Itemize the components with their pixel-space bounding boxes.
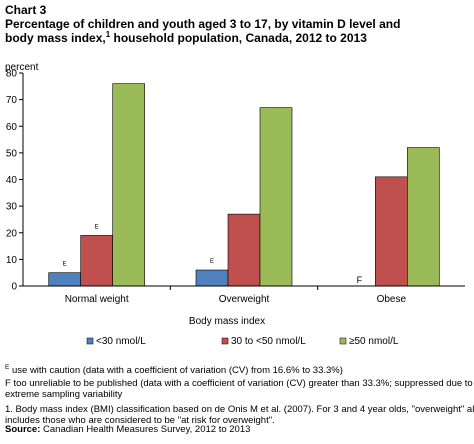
footnote-1-marker: 1 — [105, 30, 111, 39]
bar-flag-label: E — [95, 224, 99, 230]
chart-title-line-2-end: household population, Canada, 2012 to 20… — [110, 31, 367, 45]
y-tick-label: 60 — [6, 122, 18, 133]
y-tick-label: 50 — [6, 148, 18, 159]
chart-title-line-2: body mass index,1 household population, … — [5, 30, 367, 45]
bar — [80, 235, 113, 287]
chart-number-label: Chart 3 — [5, 3, 47, 17]
bar-flag-label: F — [357, 275, 363, 285]
legend-swatch — [86, 337, 94, 345]
source-label: Source: — [5, 424, 41, 435]
note-f-line-1: F too unreliable to be published (data w… — [5, 378, 473, 389]
bar — [407, 147, 440, 287]
bar — [195, 269, 229, 287]
note-e-flag: E — [5, 364, 10, 371]
y-axis-label: percent — [5, 62, 39, 73]
bar-flag-label: E — [63, 262, 67, 268]
y-tick-label: 30 — [6, 202, 18, 213]
legend-entry-label: 30 to <50 nmol/L — [231, 336, 306, 347]
note-1-line-1: 1. Body mass index (BMI) classification … — [5, 404, 474, 415]
y-tick-label: 40 — [6, 175, 18, 186]
x-category-label: Normal weight — [65, 294, 129, 305]
y-tick-label: 0 — [11, 282, 17, 293]
x-category-label: Overweight — [219, 294, 270, 305]
x-axis-label: Body mass index — [189, 316, 265, 327]
bar — [112, 83, 145, 287]
legend-swatch — [221, 337, 229, 345]
y-tick-label: 20 — [6, 228, 18, 239]
bar — [227, 213, 261, 287]
legend-swatch — [339, 337, 347, 345]
source-text: Canadian Health Measures Survey, 2012 to… — [40, 424, 251, 435]
note-f-line-2: extreme sampling variability — [5, 389, 123, 400]
note-1-line-2: includes those who are considered to be … — [5, 415, 275, 426]
note-e: E use with caution (data with a coeffici… — [5, 362, 343, 376]
bar — [259, 107, 293, 287]
y-tick-label: 70 — [6, 95, 18, 106]
legend-entry-label: ≥50 nmol/L — [349, 336, 399, 347]
source-line: Source: Canadian Health Measures Survey,… — [5, 424, 250, 435]
legend-entry-label: <30 nmol/L — [96, 336, 146, 347]
x-category-label: Obese — [377, 294, 407, 305]
chart-title-line-1: Percentage of children and youth aged 3 … — [5, 17, 401, 31]
y-tick-label: 10 — [6, 255, 18, 266]
bar — [48, 272, 81, 287]
y-tick-label: 80 — [6, 69, 18, 80]
bar-chart: percent 0 10 20 30 40 50 60 70 80 E E Normal weight E… — [5, 62, 465, 347]
chart-title-line-2-start: body mass index, — [5, 31, 106, 45]
bar-flag-label: E — [210, 259, 214, 265]
note-e-text: use with caution (data with a coefficien… — [9, 365, 343, 377]
bar — [375, 176, 408, 287]
